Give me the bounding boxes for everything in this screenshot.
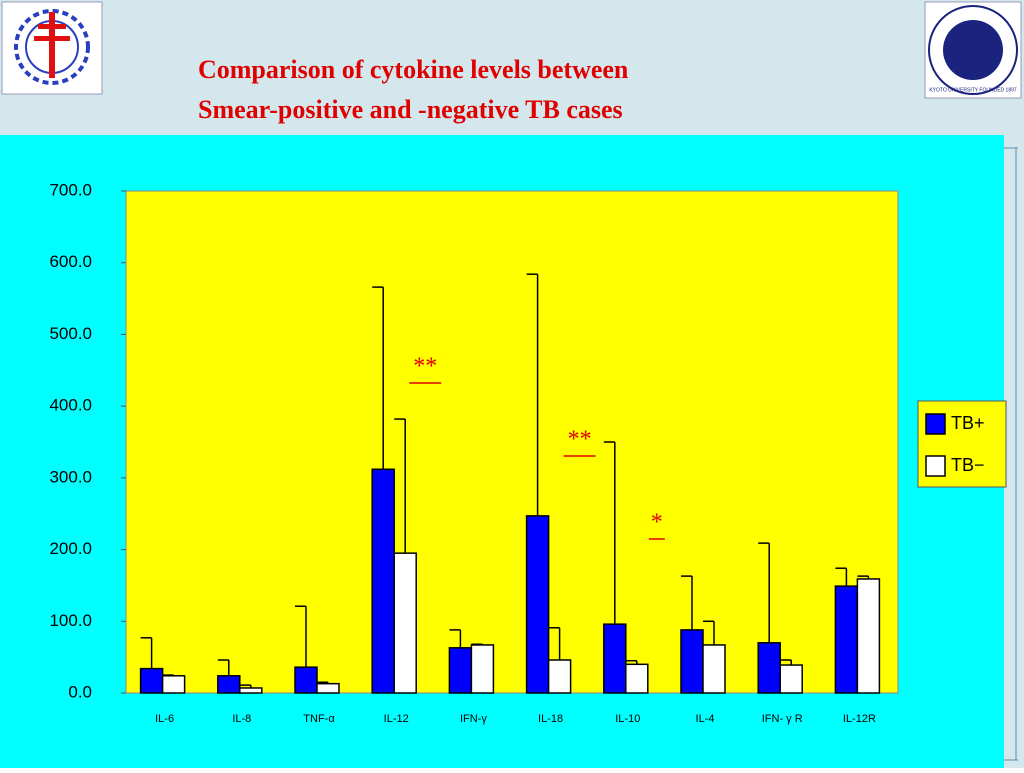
- x-tick-label: IL-18: [538, 713, 563, 725]
- legend-swatch: [925, 413, 946, 435]
- bar: [525, 515, 550, 694]
- plot-area: [125, 190, 899, 694]
- significance-mark: *: [651, 510, 663, 536]
- title-line: Smear-positive and -negative TB cases: [198, 95, 623, 124]
- x-tick-label: IFN-γ: [460, 713, 487, 725]
- bar: [470, 644, 495, 694]
- bar: [856, 578, 881, 694]
- y-tick-label: 0.0: [68, 682, 92, 701]
- bar: [161, 675, 186, 694]
- y-tick-label: 200.0: [49, 539, 92, 558]
- legend-label: TB+: [951, 413, 985, 433]
- bar: [217, 675, 241, 694]
- bar: [625, 663, 649, 694]
- y-tick-label: 300.0: [49, 467, 92, 486]
- significance-mark: **: [413, 354, 437, 380]
- x-tick-label: IL-4: [696, 713, 715, 725]
- x-tick-label: IL-6: [155, 713, 174, 725]
- bar: [139, 667, 164, 694]
- x-tick-label: IL-10: [615, 713, 640, 725]
- y-tick-label: 400.0: [49, 396, 92, 415]
- bar: [316, 682, 340, 694]
- x-tick-label: IL-8: [232, 713, 251, 725]
- x-tick-label: IL-12: [384, 713, 409, 725]
- y-tick-label: 500.0: [49, 324, 92, 343]
- bar: [239, 687, 263, 694]
- bar: [757, 642, 781, 694]
- x-tick-label: IFN- γ R: [762, 713, 803, 725]
- bar: [680, 629, 704, 694]
- bar: [834, 585, 859, 694]
- x-tick-label: TNF-α: [303, 713, 335, 725]
- significance-mark: **: [568, 427, 592, 453]
- bar: [603, 623, 627, 694]
- bar: [371, 468, 395, 694]
- left-logo: [1, 1, 103, 95]
- bar: [547, 659, 572, 694]
- title-line: Comparison of cytokine levels between: [198, 55, 629, 84]
- legend-swatch: [925, 455, 946, 477]
- y-tick-label: 100.0: [49, 611, 92, 630]
- y-tick-label: 700.0: [49, 180, 92, 199]
- right-logo: KYOTO UNIVERSITY FOUNDED 1897: [924, 1, 1022, 99]
- logo-text: KYOTO UNIVERSITY FOUNDED 1897: [929, 87, 1017, 93]
- bar: [294, 666, 318, 694]
- legend-label: TB−: [951, 455, 985, 475]
- x-tick-label: IL-12R: [843, 713, 876, 725]
- bar: [779, 664, 803, 694]
- bar: [393, 552, 417, 694]
- bar: [448, 647, 473, 694]
- bar: [702, 644, 726, 694]
- y-tick-label: 600.0: [49, 252, 92, 271]
